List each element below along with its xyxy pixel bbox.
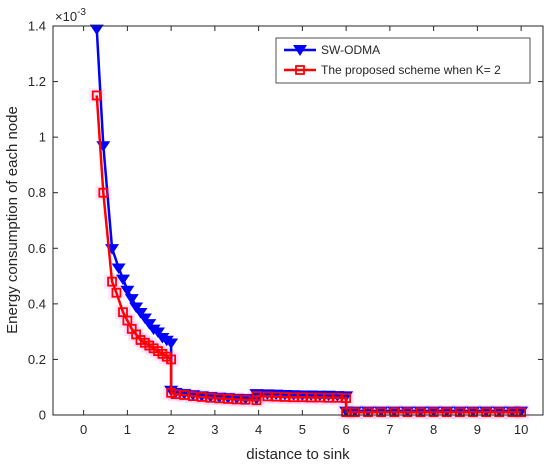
data-point-sw-odma — [129, 302, 144, 313]
data-point-proposed — [428, 407, 439, 418]
data-point-proposed — [454, 407, 465, 418]
data-point-proposed — [494, 407, 505, 418]
legend-marker-square-icon — [295, 65, 305, 75]
legend: SW-ODMA The proposed scheme when K= 2 — [275, 37, 531, 84]
data-point-proposed — [111, 287, 122, 298]
legend-box — [275, 37, 531, 84]
data-point-proposed — [349, 407, 360, 418]
data-point-proposed — [363, 407, 373, 418]
x-tick-label: 2 — [168, 422, 175, 437]
data-point-sw-odma — [142, 319, 157, 330]
data-point-sw-odma — [137, 313, 152, 325]
x-axis: 0 1 2 3 4 5 6 7 8 9 10 — [80, 26, 528, 437]
x-tick-label: 8 — [430, 422, 437, 437]
x-tick-label: 3 — [211, 422, 218, 437]
y-tick-label: 0.8 — [28, 185, 46, 200]
data-point-sw-odma — [133, 307, 148, 319]
y-exponent-base: ×10 — [55, 9, 77, 24]
x-tick-label: 1 — [124, 422, 131, 437]
data-point-sw-odma — [116, 274, 130, 286]
x-tick-label: 4 — [255, 422, 262, 437]
plot-background — [53, 26, 543, 415]
y-axis: 0 0.2 0.4 0.6 0.8 1 1.2 1.4 — [28, 19, 543, 423]
legend-marker-triangle-icon — [293, 45, 307, 56]
data-point-proposed — [481, 407, 492, 418]
data-point-proposed — [516, 407, 527, 418]
data-point-sw-odma — [120, 285, 135, 297]
y-tick-label: 0.4 — [28, 296, 46, 311]
plot-frame — [52, 25, 544, 416]
x-tick-label: 7 — [386, 422, 393, 437]
data-point-proposed — [441, 407, 452, 418]
data-point-proposed — [107, 276, 117, 287]
y-tick-label: 0.2 — [28, 352, 46, 367]
data-point-proposed — [376, 407, 387, 418]
y-exponent-power: -3 — [77, 7, 86, 18]
data-point-sw-odma — [111, 263, 126, 275]
data-point-proposed — [240, 394, 251, 405]
y-tick-label: 1.2 — [28, 74, 46, 89]
data-point-proposed — [402, 407, 413, 418]
data-point-proposed — [341, 393, 352, 403]
data-point-sw-odma — [124, 294, 139, 305]
y-axis-label: Energy consumption of each node — [4, 106, 21, 334]
data-point-proposed — [91, 90, 102, 101]
y-tick-label: 1.4 — [28, 19, 46, 34]
series-layer — [89, 24, 529, 418]
data-point-sw-odma — [89, 24, 104, 36]
data-point-sw-odma — [151, 327, 165, 338]
legend-label-proposed: The proposed scheme when K= 2 — [321, 63, 501, 77]
data-point-proposed — [415, 407, 426, 418]
legend-label-sw-odma: SW-ODMA — [321, 43, 380, 57]
x-tick-label: 10 — [514, 422, 528, 437]
data-point-proposed — [251, 391, 262, 402]
data-point-proposed — [98, 187, 109, 198]
x-tick-label: 6 — [343, 422, 350, 437]
data-point-proposed — [166, 354, 177, 365]
x-tick-label: 0 — [80, 422, 87, 437]
x-axis-label: distance to sink — [246, 446, 350, 463]
y-tick-label: 0 — [39, 408, 46, 423]
x-tick-label: 9 — [474, 422, 481, 437]
data-point-sw-odma — [164, 338, 179, 350]
y-tick-label: 0.6 — [28, 241, 46, 256]
y-tick-label: 1 — [39, 130, 46, 145]
y-exponent-label: ×10-3 — [55, 7, 86, 24]
x-tick-label: 5 — [299, 422, 306, 437]
